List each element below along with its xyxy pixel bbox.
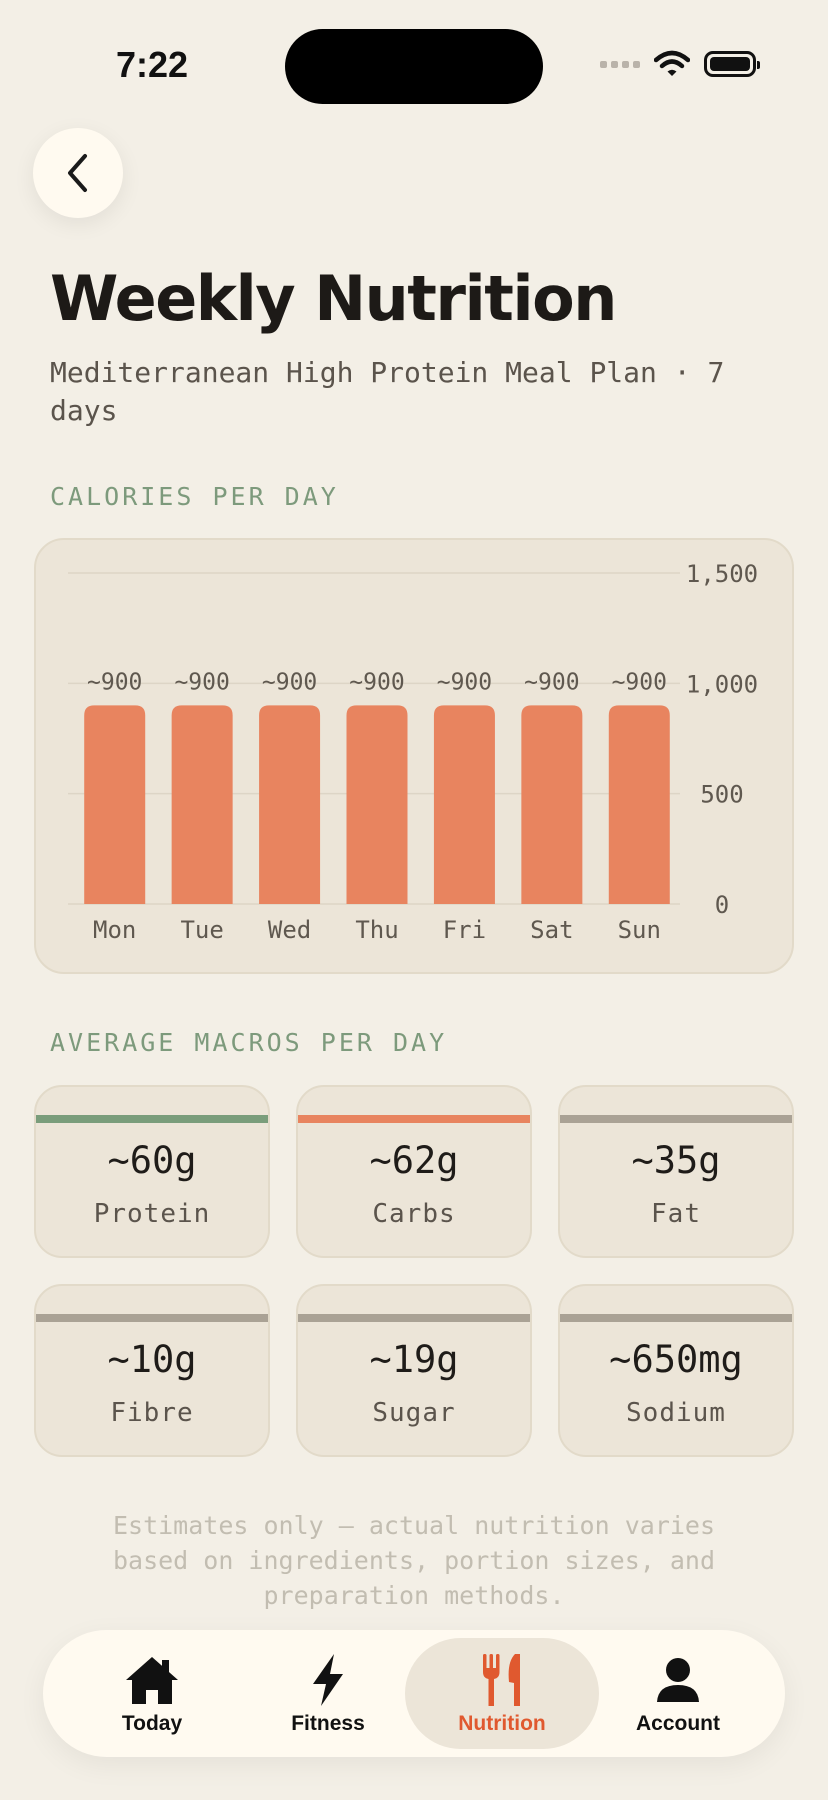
bottom-tab-bar: Today Fitness Nutrition Ac xyxy=(43,1630,785,1757)
bar-data-label: ~900 xyxy=(262,669,317,695)
tab-label: Fitness xyxy=(291,1712,365,1735)
macro-label: Protein xyxy=(93,1199,211,1229)
disclaimer-text: Estimates only — actual nutrition varies… xyxy=(112,1511,716,1610)
macro-accent-bar xyxy=(36,1115,268,1123)
tab-today[interactable]: Today xyxy=(55,1638,249,1749)
back-button[interactable] xyxy=(33,128,123,218)
calorie-bar xyxy=(521,705,583,904)
macro-accent-bar xyxy=(560,1115,792,1123)
macros-section-label: AVERAGE MACROS PER DAY xyxy=(50,1028,448,1057)
status-icons xyxy=(600,50,760,78)
bar-data-label: ~900 xyxy=(174,669,229,695)
bar-data-label: ~900 xyxy=(437,669,492,695)
x-tick-label: Wed xyxy=(268,916,311,944)
macro-value: ~62g xyxy=(369,1139,459,1182)
calorie-bar xyxy=(259,705,321,904)
macro-card-sodium: ~650mg Sodium xyxy=(558,1284,794,1457)
macro-card-fibre: ~10g Fibre xyxy=(34,1284,270,1457)
x-tick-label: Thu xyxy=(355,916,398,944)
wifi-icon xyxy=(654,50,690,76)
calorie-bar xyxy=(346,705,408,904)
bar-data-label: ~900 xyxy=(612,669,667,695)
calories-bar-chart: 0 500 1,000 1,500 ~900 Mon ~900 Tue ~900 Wed ~900 T… xyxy=(68,560,758,944)
status-time: 7:22 xyxy=(116,44,189,85)
macro-accent-bar xyxy=(560,1314,792,1322)
x-tick-label: Tue xyxy=(180,916,223,944)
chevron-left-icon xyxy=(68,154,87,192)
cellular-signal-icon xyxy=(600,60,640,68)
calories-section-label: CALORIES PER DAY xyxy=(50,482,339,511)
x-tick-label: Sun xyxy=(618,916,661,944)
y-tick-label: 1,000 xyxy=(686,670,758,698)
bar-data-label: ~900 xyxy=(87,669,142,695)
page-subtitle: Mediterranean High Protein Meal Plan · 7… xyxy=(50,356,725,427)
y-tick-label: 0 xyxy=(715,891,729,919)
macro-label: Carbs xyxy=(372,1199,456,1229)
macro-value: ~35g xyxy=(631,1139,721,1182)
macro-value: ~60g xyxy=(107,1139,197,1182)
tab-label: Account xyxy=(636,1712,720,1735)
calorie-bar xyxy=(84,705,146,904)
battery-icon xyxy=(704,51,760,77)
page-title: Weekly Nutrition xyxy=(50,262,617,335)
y-tick-label: 1,500 xyxy=(686,560,758,588)
home-icon xyxy=(126,1657,178,1704)
macro-label: Fat xyxy=(651,1199,701,1229)
tab-fitness[interactable]: Fitness xyxy=(231,1638,425,1749)
macro-accent-bar xyxy=(298,1314,530,1322)
person-icon xyxy=(657,1658,699,1702)
calorie-bar xyxy=(171,705,233,904)
tab-account[interactable]: Account xyxy=(581,1638,775,1749)
dynamic-island xyxy=(285,29,543,104)
macro-value: ~10g xyxy=(107,1338,197,1381)
macro-value: ~650mg xyxy=(609,1338,743,1381)
tab-nutrition[interactable]: Nutrition xyxy=(405,1638,599,1749)
calories-chart-card: 0 500 1,000 1,500 ~900 Mon ~900 Tue ~900 Wed ~900 T… xyxy=(34,538,794,974)
x-tick-label: Sat xyxy=(530,916,573,944)
y-tick-label: 500 xyxy=(700,781,743,809)
macro-value: ~19g xyxy=(369,1338,459,1381)
calorie-bar xyxy=(433,705,495,904)
bar-data-label: ~900 xyxy=(349,669,404,695)
fork-knife-icon xyxy=(483,1654,520,1706)
tab-label: Today xyxy=(121,1712,183,1735)
macro-label: Fibre xyxy=(110,1398,194,1428)
macro-card-sugar: ~19g Sugar xyxy=(296,1284,532,1457)
lightning-icon xyxy=(313,1654,343,1706)
tab-label: Nutrition xyxy=(458,1712,546,1735)
macro-accent-bar xyxy=(298,1115,530,1123)
macro-card-fat: ~35g Fat xyxy=(558,1085,794,1258)
calorie-bar xyxy=(608,705,670,904)
macro-label: Sodium xyxy=(626,1398,726,1428)
macro-label: Sugar xyxy=(372,1398,456,1428)
bar-data-label: ~900 xyxy=(524,669,579,695)
macro-card-protein: ~60g Protein xyxy=(34,1085,270,1258)
x-tick-label: Mon xyxy=(93,916,136,944)
macro-card-carbs: ~62g Carbs xyxy=(296,1085,532,1258)
macro-accent-bar xyxy=(36,1314,268,1322)
x-tick-label: Fri xyxy=(443,916,486,944)
